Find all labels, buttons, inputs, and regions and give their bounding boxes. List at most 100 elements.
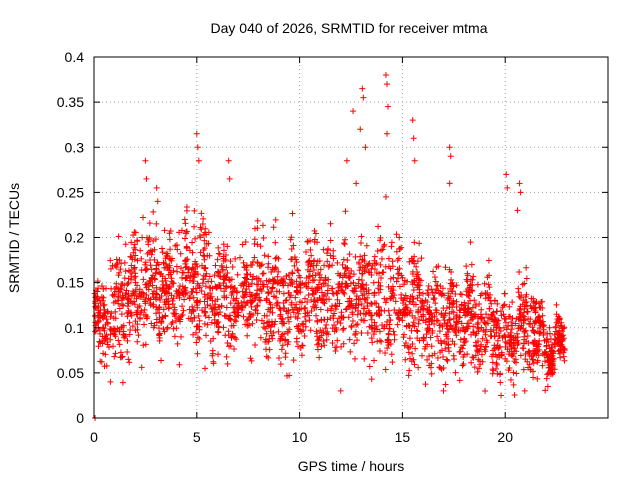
data-point (142, 281, 149, 288)
data-point (161, 227, 168, 234)
data-point (354, 337, 361, 344)
data-point (343, 305, 350, 312)
data-point (351, 340, 358, 347)
data-point (215, 351, 222, 358)
data-point (516, 268, 523, 275)
data-point (183, 257, 190, 264)
data-point (210, 305, 217, 312)
data-point (220, 241, 227, 248)
data-point (398, 244, 405, 251)
data-point (100, 302, 107, 309)
data-point (332, 344, 339, 351)
data-point (91, 290, 98, 297)
data-point (438, 340, 445, 347)
data-point (396, 283, 403, 290)
data-point (371, 319, 378, 326)
data-point (169, 319, 176, 326)
data-point (558, 341, 565, 348)
data-point (125, 307, 132, 314)
data-point (136, 290, 143, 297)
data-point (141, 306, 148, 313)
data-point (225, 157, 232, 164)
data-point (505, 367, 512, 374)
data-point (201, 229, 208, 236)
data-point (523, 264, 530, 271)
data-point (404, 295, 411, 302)
data-point (352, 331, 359, 338)
data-point (406, 367, 413, 374)
data-point (199, 280, 206, 287)
data-point (369, 262, 376, 269)
data-point (191, 207, 198, 214)
data-point (321, 300, 328, 307)
data-point (349, 309, 356, 316)
data-point (467, 297, 474, 304)
data-point (394, 310, 401, 317)
data-point (289, 306, 296, 313)
data-point (503, 358, 510, 365)
data-point (122, 290, 129, 297)
data-point (112, 298, 119, 305)
data-point (375, 289, 382, 296)
data-point (532, 338, 539, 345)
data-point (189, 303, 196, 310)
data-point (182, 284, 189, 291)
data-point (493, 329, 500, 336)
x-tick-label: 20 (497, 429, 513, 445)
data-point (204, 301, 211, 308)
data-point (120, 331, 127, 338)
data-point (226, 175, 233, 182)
data-point (524, 332, 531, 339)
data-point (192, 268, 199, 275)
data-point (474, 368, 481, 375)
data-point (485, 314, 492, 321)
x-tick-label: 10 (292, 429, 308, 445)
data-point (223, 353, 230, 360)
data-point (179, 311, 186, 318)
data-point (430, 296, 437, 303)
data-point (311, 227, 318, 234)
data-point (159, 245, 166, 252)
data-point (561, 347, 568, 354)
data-point (274, 299, 281, 306)
data-point (395, 314, 402, 321)
data-point (549, 356, 556, 363)
data-point (205, 314, 212, 321)
data-point (190, 331, 197, 338)
data-point (495, 345, 502, 352)
data-point (556, 315, 563, 322)
data-point (115, 233, 122, 240)
data-point (259, 222, 266, 229)
data-point (302, 310, 309, 317)
data-point (274, 273, 281, 280)
data-point (272, 265, 279, 272)
data-point (439, 323, 446, 330)
data-point (360, 94, 367, 101)
data-point (366, 309, 373, 316)
data-point (200, 276, 207, 283)
data-point (118, 311, 125, 318)
data-point (327, 237, 334, 244)
data-point (373, 259, 380, 266)
data-point (508, 336, 515, 343)
data-point (337, 320, 344, 327)
data-point (131, 244, 138, 251)
data-point (425, 309, 432, 316)
data-point (134, 257, 141, 264)
data-point (539, 312, 546, 319)
data-point (103, 362, 110, 369)
data-point (543, 343, 550, 350)
data-point (408, 358, 415, 365)
data-point (320, 246, 327, 253)
data-point (365, 269, 372, 276)
data-point (348, 297, 355, 304)
data-point (311, 276, 318, 283)
data-point (511, 348, 518, 355)
data-point (290, 242, 297, 249)
data-point (113, 288, 120, 295)
data-point (453, 298, 460, 305)
data-point (185, 265, 192, 272)
data-point (382, 263, 389, 270)
data-point (288, 299, 295, 306)
